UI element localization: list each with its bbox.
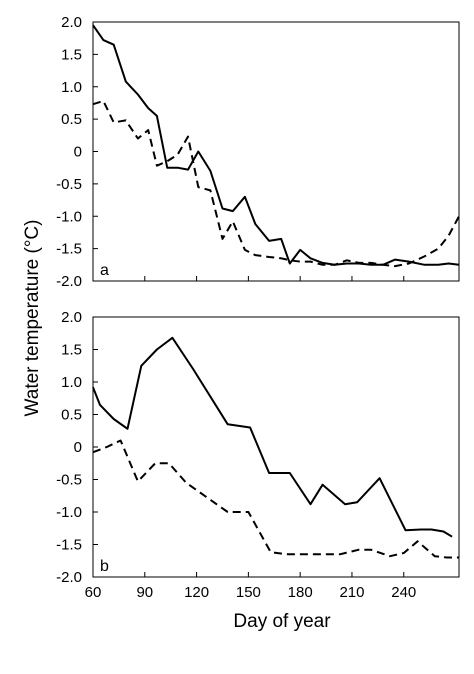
panel-b-y-tick-label: 0 [74, 439, 82, 456]
panel-b-series-dashed [92, 439, 459, 559]
panel-b-x-tick-label: 240 [391, 584, 416, 601]
panel-a-label: a [100, 262, 109, 279]
panel-b-x-tick-label: 180 [288, 584, 313, 601]
panel-a-frame [92, 21, 460, 282]
panel-b-y-tick-label: 1.0 [61, 374, 82, 391]
panel-b-y-tick-label: 2.0 [61, 309, 82, 326]
panel-a-y-tick-label: 1.0 [61, 79, 82, 96]
panel-b-y-tick-label: -1.0 [56, 504, 82, 521]
panel-a-y-tick-label: -2.0 [56, 273, 82, 290]
panel-a-y-tick-label: -1.5 [56, 241, 82, 258]
panel-a: 2.0 1.5 1.0 0.5 0 -0.5 -1.0 -1.5 -2.0 a [56, 14, 460, 290]
panel-b: 2.0 1.5 1.0 0.5 0 -0.5 -1.0 -1.5 -2.060 90 120 150 1… [56, 309, 460, 601]
panel-a-y-tick-label: -0.5 [56, 176, 82, 193]
panel-b-y-tick-label: 0.5 [61, 407, 82, 424]
x-axis-label: Day of year [233, 611, 331, 632]
panel-a-y-tick-label: 2.0 [61, 14, 82, 31]
panel-b-y-tick-label: 1.5 [61, 342, 82, 359]
panel-b-label: b [100, 558, 109, 575]
panel-b-y-tick-label: -1.5 [56, 537, 82, 554]
panel-b-frame [92, 316, 460, 578]
y-axis-label: Water temperature (°C) [22, 220, 43, 417]
panel-b-x-tick-label: 60 [85, 584, 102, 601]
panel-b-x-tick-label: 150 [236, 584, 261, 601]
panel-b-x-tick-label: 210 [339, 584, 364, 601]
panel-a-y-tick-label: -1.0 [56, 208, 82, 225]
panel-b-series-solid [92, 336, 453, 538]
panel-b-y-tick-label: -0.5 [56, 472, 82, 489]
panel-a-y-tick-label: 0 [74, 144, 82, 161]
panel-a-y-tick-label: 0.5 [61, 111, 82, 128]
panel-a-series-dashed [92, 100, 460, 268]
panel-a-series-solid [92, 24, 460, 266]
panel-b-y-tick-label: -2.0 [56, 569, 82, 586]
panel-a-y-tick-label: 1.5 [61, 46, 82, 63]
panel-b-x-tick-label: 90 [136, 584, 153, 601]
panel-b-x-tick-label: 120 [184, 584, 209, 601]
